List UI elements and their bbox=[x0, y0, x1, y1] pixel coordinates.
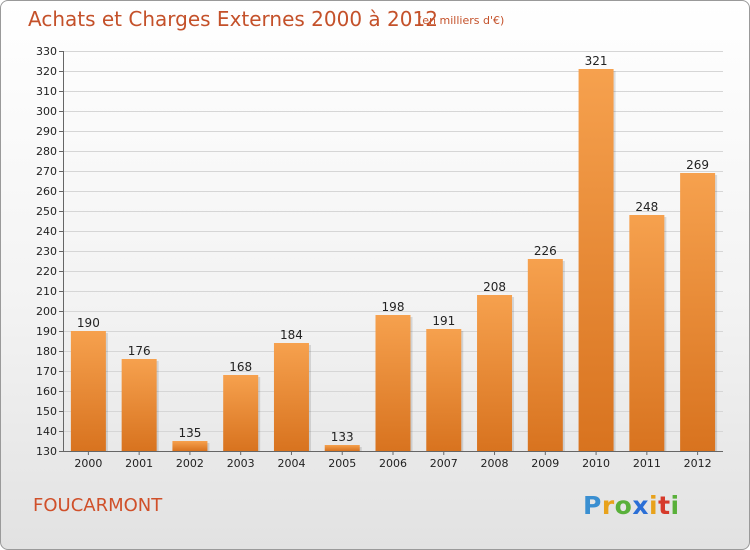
logo-letter: i bbox=[670, 491, 680, 520]
bar bbox=[324, 445, 360, 451]
data-label: 133 bbox=[331, 430, 354, 444]
y-tick-label: 160 bbox=[36, 385, 57, 398]
y-tick-label: 210 bbox=[36, 285, 57, 298]
proxiti-logo: Proxiti bbox=[583, 491, 680, 520]
logo-letter: P bbox=[583, 491, 602, 520]
y-tick-label: 220 bbox=[36, 265, 57, 278]
bar bbox=[578, 69, 614, 451]
data-label: 269 bbox=[686, 158, 709, 172]
logo-letter: i bbox=[649, 491, 659, 520]
x-tick-label: 2001 bbox=[125, 457, 153, 470]
y-tick-label: 260 bbox=[36, 185, 57, 198]
x-tick-label: 2008 bbox=[481, 457, 509, 470]
logo-letter: t bbox=[658, 491, 671, 520]
y-tick-label: 130 bbox=[36, 445, 57, 458]
data-label: 198 bbox=[382, 300, 405, 314]
logo-letter: r bbox=[601, 491, 615, 520]
x-tick-label: 2012 bbox=[684, 457, 712, 470]
x-tick-label: 2010 bbox=[582, 457, 610, 470]
bar bbox=[629, 215, 665, 451]
y-tick-label: 190 bbox=[36, 325, 57, 338]
y-tick-label: 180 bbox=[36, 345, 57, 358]
y-tick-label: 290 bbox=[36, 125, 57, 138]
y-tick-label: 320 bbox=[36, 65, 57, 78]
data-label: 184 bbox=[280, 328, 303, 342]
bars: 190 176 135 168 184 133 198 191 208 226 321 248 269 bbox=[70, 54, 718, 451]
x-tick-label: 2005 bbox=[328, 457, 356, 470]
logo-letter: x bbox=[632, 491, 649, 520]
data-label: 226 bbox=[534, 244, 557, 258]
y-tick-label: 250 bbox=[36, 205, 57, 218]
y-tick-label: 330 bbox=[36, 45, 57, 58]
bar bbox=[70, 331, 106, 451]
data-label: 191 bbox=[432, 314, 455, 328]
y-tick-label: 140 bbox=[36, 425, 57, 438]
bar bbox=[375, 315, 411, 451]
axes: 130 140 150 160 170 180 190 200 210 220 230 240 250 2… bbox=[36, 45, 723, 470]
x-tick-label: 2000 bbox=[74, 457, 102, 470]
x-tick-label: 2011 bbox=[633, 457, 661, 470]
commune-name: FOUCARMONT bbox=[33, 495, 163, 516]
data-label: 168 bbox=[229, 360, 252, 374]
data-label: 176 bbox=[128, 344, 151, 358]
data-label: 190 bbox=[77, 316, 100, 330]
y-tick-label: 200 bbox=[36, 305, 57, 318]
y-tick-label: 150 bbox=[36, 405, 57, 418]
chart-title: Achats et Charges Externes 2000 à 2012 bbox=[28, 7, 438, 31]
data-label: 208 bbox=[483, 280, 506, 294]
y-tick-label: 300 bbox=[36, 105, 57, 118]
y-tick-label: 280 bbox=[36, 145, 57, 158]
x-tick-label: 2007 bbox=[430, 457, 458, 470]
x-tick-label: 2009 bbox=[531, 457, 559, 470]
logo-letter: o bbox=[614, 491, 633, 520]
x-tick-label: 2002 bbox=[176, 457, 204, 470]
data-label: 321 bbox=[585, 54, 608, 68]
x-tick-label: 2004 bbox=[277, 457, 305, 470]
y-tick-label: 310 bbox=[36, 85, 57, 98]
y-tick-label: 270 bbox=[36, 165, 57, 178]
bar bbox=[273, 343, 309, 451]
x-tick-label: 2003 bbox=[227, 457, 255, 470]
data-label: 135 bbox=[178, 426, 201, 440]
x-tick-label: 2006 bbox=[379, 457, 407, 470]
y-tick-label: 230 bbox=[36, 245, 57, 258]
bar bbox=[527, 259, 563, 451]
chart-subtitle: (en milliers d'€) bbox=[418, 14, 505, 27]
bar bbox=[477, 295, 513, 451]
bar bbox=[426, 329, 462, 451]
bar bbox=[223, 375, 259, 451]
y-tick-label: 170 bbox=[36, 365, 57, 378]
y-tick-label: 240 bbox=[36, 225, 57, 238]
bar bbox=[680, 173, 716, 451]
bar bbox=[121, 359, 157, 451]
bar bbox=[172, 441, 208, 451]
data-label: 248 bbox=[635, 200, 658, 214]
